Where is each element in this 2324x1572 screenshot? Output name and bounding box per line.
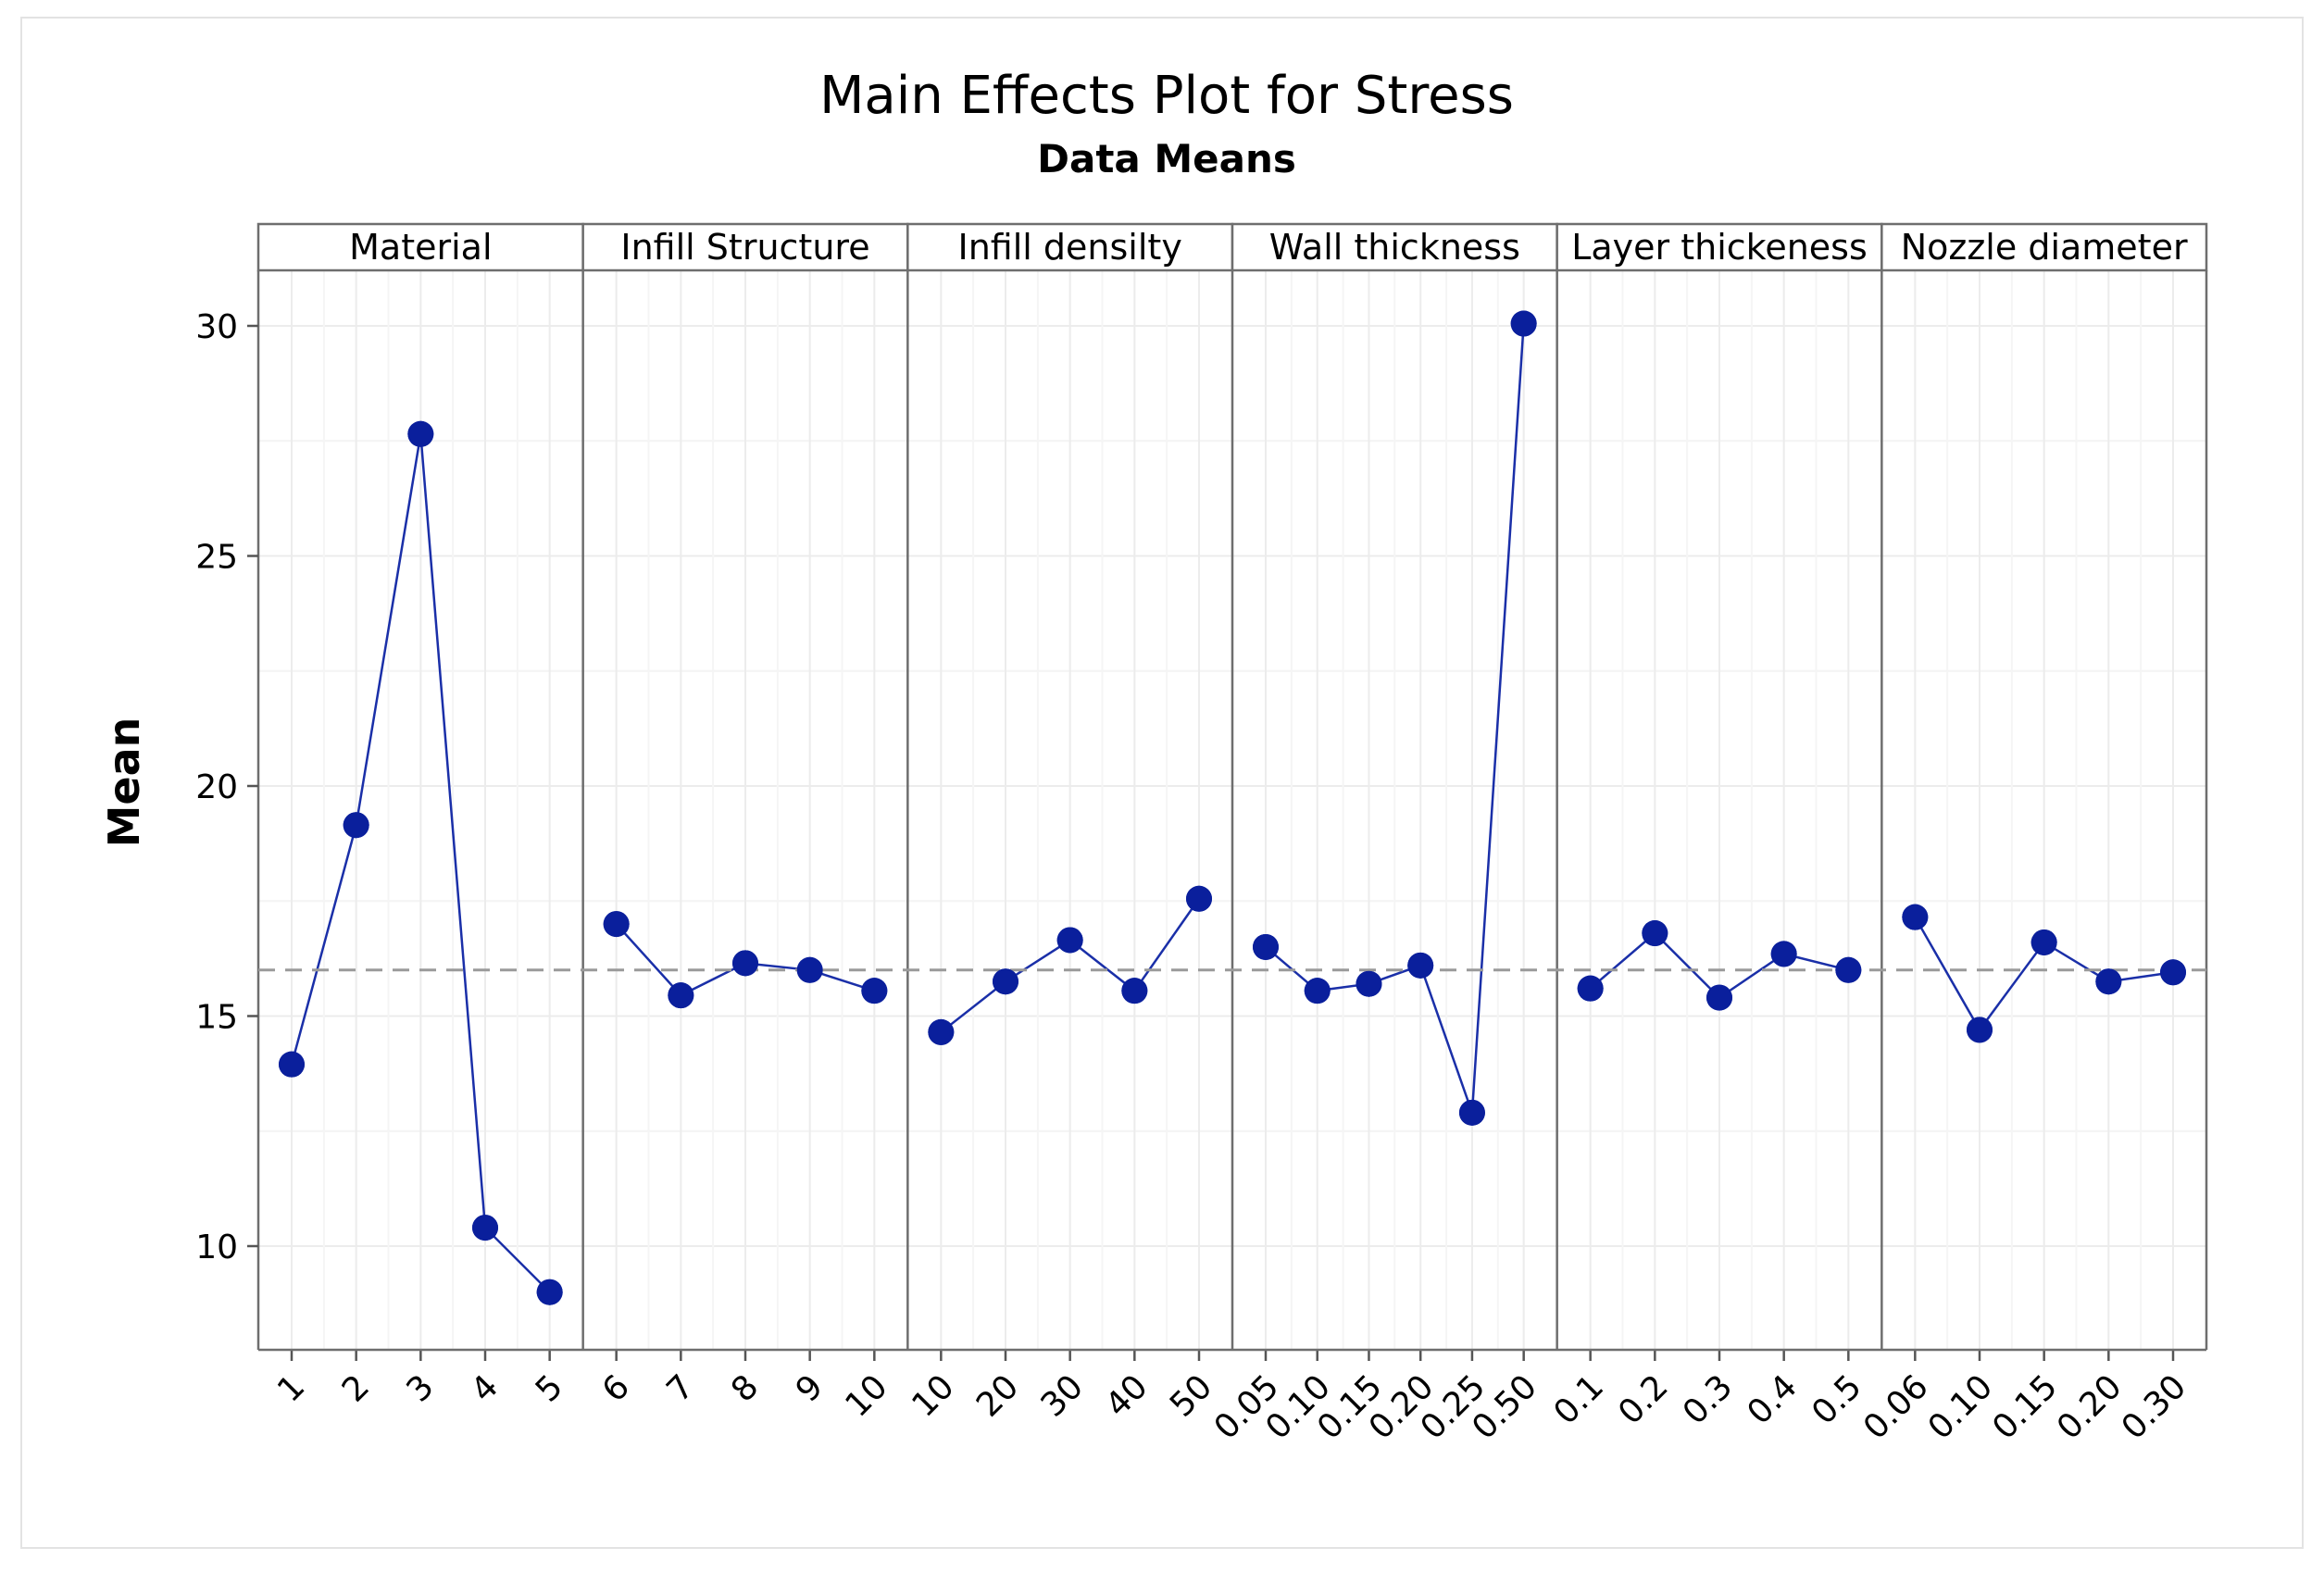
data-point-marker [1253,933,1279,960]
data-point-marker [407,420,434,447]
data-point-marker [343,812,369,839]
x-tick-label: 6 [595,1367,637,1409]
x-tick-label: 4 [464,1367,506,1409]
data-point-marker [603,911,630,938]
data-point-marker [1458,1099,1485,1126]
x-tick-label: 2 [335,1367,377,1409]
y-tick-label: 20 [195,768,238,806]
data-point-marker [928,1018,955,1045]
x-tick-label: 10 [838,1367,894,1424]
panel-header-label: Wall thickness [1269,227,1520,268]
data-point-marker [861,978,888,1004]
data-point-marker [1510,310,1537,337]
x-tick-label: 9 [789,1367,831,1409]
x-tick-label: 0.10 [1921,1367,2001,1447]
x-tick-label: 20 [969,1367,1026,1424]
panel-header-label: Material [349,227,492,268]
data-point-marker [2160,959,2186,986]
data-point-marker [1642,920,1668,947]
y-tick-label: 25 [195,539,238,577]
chart-title: Main Effects Plot for Stress [819,66,1514,126]
panel-header-box [1231,222,1558,272]
data-point-marker [1835,956,1862,983]
figure-frame [20,17,2304,1549]
data-point-marker [279,1051,305,1078]
panel-header-box [906,222,1234,272]
data-point-marker [1121,978,1148,1004]
data-point-marker [1056,927,1083,954]
x-tick-label: 0.4 [1741,1367,1805,1431]
data-point-marker [1706,984,1732,1011]
panel-header-label: Nozzle diameter [1901,227,2188,268]
data-point-marker [1770,941,1797,967]
x-tick-label: 7 [660,1367,702,1409]
x-tick-label: 10 [905,1367,961,1424]
data-point-marker [732,950,758,977]
data-point-marker [668,982,694,1009]
data-point-marker [1407,952,1434,979]
x-tick-label: 0.2 [1611,1367,1675,1431]
x-tick-label: 0.20 [2050,1367,2130,1447]
x-tick-label: 5 [529,1367,570,1409]
data-point-marker [536,1279,563,1305]
data-point-marker [1967,1017,1993,1043]
x-tick-label: 3 [400,1367,442,1409]
x-tick-label: 0.1 [1547,1367,1611,1431]
data-point-marker [2030,929,2057,955]
data-point-marker [1902,904,1929,930]
data-point-marker [993,968,1018,995]
y-axis-label: Mean [99,717,149,848]
data-point-marker [2095,968,2122,995]
x-tick-label: 30 [1034,1367,1091,1424]
panel-header-label: Infill densilty [958,227,1182,268]
y-tick-label: 30 [195,308,238,346]
y-tick-label: 10 [195,1229,238,1266]
x-tick-label: 8 [724,1367,766,1409]
panel-header-label: Infill Structure [620,227,869,268]
data-point-marker [1577,975,1604,1002]
panel-header-label: Layer thickeness [1571,227,1868,268]
x-tick-label: 40 [1098,1367,1155,1424]
x-tick-label: 0.06 [1856,1367,1936,1447]
data-point-marker [1356,970,1382,997]
data-point-marker [472,1215,498,1241]
chart-subtitle: Data Means [1037,136,1296,181]
y-tick-label: 15 [195,999,238,1037]
x-tick-label: 0.15 [1985,1367,2065,1447]
panel-header-box [1880,222,2208,272]
x-tick-label: 1 [270,1367,312,1409]
panel-header-box [581,222,909,272]
x-tick-label: 0.3 [1676,1367,1740,1431]
data-point-marker [796,956,823,983]
x-tick-label: 0.30 [2115,1367,2194,1447]
data-point-marker [1304,978,1331,1004]
data-point-marker [1186,885,1212,912]
